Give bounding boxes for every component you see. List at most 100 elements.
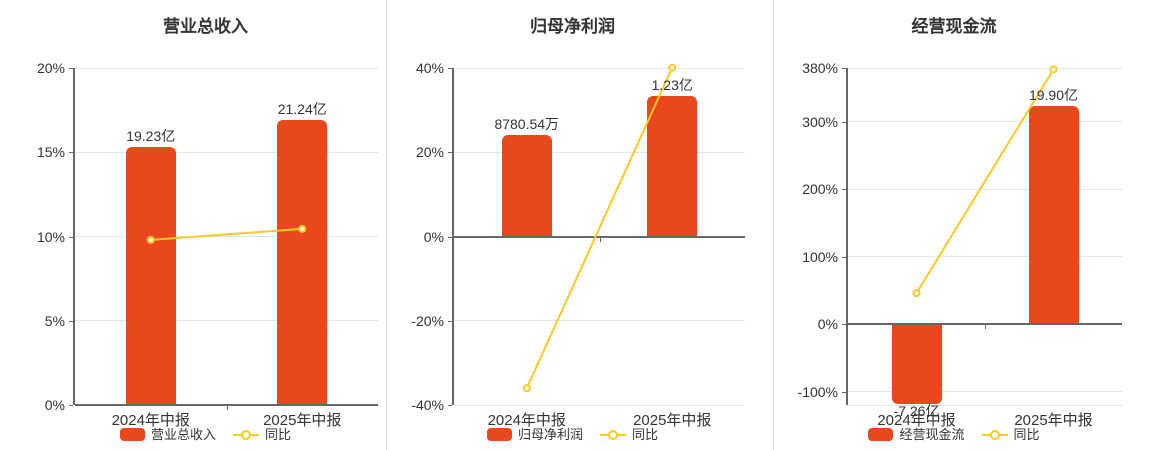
bar-2025年中报[interactable] [647, 95, 698, 237]
y-axis-tick-label: 15% [36, 144, 65, 161]
y-axis-tick-label: 5% [44, 312, 65, 329]
y-axis-tick [842, 68, 846, 69]
yoy-line [525, 67, 674, 389]
gridline [75, 320, 378, 322]
y-axis-tick-label: 100% [802, 248, 838, 265]
y-axis-line [452, 68, 454, 405]
chart-panel-revenue: 营业总收入 0% 5% 10% 15% 20% 19.23亿 21.24亿 2024年中报 20… [0, 0, 386, 450]
y-axis-tick-label: 200% [802, 181, 838, 198]
gridline [848, 404, 1122, 406]
x-axis-label: 2025年中报 [263, 412, 342, 429]
y-axis-tick [842, 391, 846, 393]
yoy-data-point[interactable] [912, 289, 921, 298]
legend-bar-label[interactable]: 营业总收入 [150, 427, 216, 442]
bar-2024年中报[interactable] [501, 134, 552, 237]
legend-line-label[interactable]: 同比 [265, 427, 292, 442]
x-axis-tick [226, 405, 228, 410]
yoy-data-point[interactable] [298, 224, 307, 233]
y-axis-tick [69, 320, 73, 322]
x-axis-tick [985, 324, 986, 330]
legend-line-marker-icon[interactable] [232, 429, 260, 441]
y-axis-tick [448, 405, 452, 406]
legend-bar-label[interactable]: 归母净利润 [517, 427, 583, 442]
plot-area: -100% 0% 100% 200% 300% 380% -7.26亿 19.90亿 2024年… [798, 60, 1122, 429]
x-axis-tick [599, 236, 601, 242]
bar-value-label: 1.23亿 [651, 76, 693, 93]
bar-value-label: 8780.54万 [494, 115, 560, 132]
x-axis-label: 2024年中报 [877, 412, 956, 429]
chart-title: 营业总收入 [163, 17, 248, 36]
y-axis-line [73, 68, 75, 405]
y-axis-tick [842, 256, 846, 258]
y-axis-line [846, 68, 848, 405]
gridline [75, 67, 378, 69]
gridline [75, 236, 378, 237]
legend-bar-swatch[interactable] [868, 428, 894, 441]
y-axis-tick [842, 189, 846, 191]
yoy-line-series [522, 63, 677, 393]
chart-panel-net-profit: 归母净利润 -40% -20% 0% 20% 40% 8780.54万 1.23亿 2024年… [386, 0, 773, 450]
y-axis-tick-label: 0% [817, 316, 838, 333]
gridline [848, 67, 1122, 69]
y-axis-tick-label: 20% [415, 144, 444, 161]
y-axis-tick-label: 380% [802, 60, 838, 76]
yoy-data-point[interactable] [668, 63, 677, 72]
x-axis-label: 2025年中报 [633, 412, 712, 429]
bar-value-label: 19.23亿 [126, 128, 176, 145]
yoy-line [915, 68, 1055, 294]
y-axis-tick-label: 10% [36, 228, 65, 245]
gridline [454, 404, 745, 406]
y-axis-tick-label: -20% [411, 312, 444, 329]
y-axis-tick [69, 405, 73, 406]
legend: 经营现金流 同比 [786, 427, 1122, 442]
y-axis-tick [69, 152, 73, 154]
chart-panel-cash-flow: 经营现金流 -100% 0% 100% 200% 300% 380% -7.26亿 19.90… [773, 0, 1160, 450]
yoy-data-point[interactable] [1049, 65, 1058, 74]
bar-value-label: 21.24亿 [277, 101, 327, 118]
plot-area: 0% 5% 10% 15% 20% 19.23亿 21.24亿 2024年中报 2025年中报 [37, 60, 378, 429]
bar-2025年中报[interactable] [277, 120, 328, 405]
gridline [75, 151, 378, 153]
y-axis-tick [448, 68, 452, 69]
y-axis-tick [842, 324, 846, 326]
y-axis-tick-label: 300% [802, 113, 838, 130]
chart-title: 归母净利润 [530, 17, 615, 36]
legend-bar-swatch[interactable] [486, 428, 512, 441]
bar-value-label: 19.90亿 [1028, 86, 1079, 103]
legend-bar-label[interactable]: 经营现金流 [899, 427, 965, 442]
gridline [848, 188, 1122, 190]
y-axis-tick [448, 152, 452, 154]
y-axis-tick [69, 236, 73, 238]
yoy-line [150, 227, 303, 241]
bar-2024年中报[interactable] [125, 147, 176, 405]
x-axis-label: 2025年中报 [1014, 412, 1093, 429]
legend-line-label[interactable]: 同比 [1013, 427, 1040, 442]
bar-2025年中报[interactable] [1028, 105, 1079, 325]
y-axis-tick-label: -100% [797, 383, 838, 400]
chart-title: 经营现金流 [911, 17, 997, 36]
x-axis-label: 2024年中报 [487, 412, 566, 429]
x-axis-label: 2024年中报 [111, 412, 190, 429]
gridline [848, 391, 1122, 393]
bar-2024年中报[interactable] [891, 324, 942, 404]
gridline [454, 151, 745, 153]
gridline [848, 256, 1122, 258]
yoy-line-series [912, 65, 1058, 298]
yoy-data-point[interactable] [522, 384, 531, 393]
legend-line-marker-icon[interactable] [599, 429, 627, 441]
y-axis-tick-label: -40% [411, 397, 444, 413]
y-axis-tick-label: 0% [423, 228, 444, 245]
bar-value-label: -7.26亿 [893, 402, 940, 419]
plot-area: -40% -20% 0% 20% 40% 8780.54万 1.23亿 2024年中报 2025… [411, 60, 745, 429]
y-axis-tick-label: 40% [415, 60, 444, 76]
legend-bar-swatch[interactable] [119, 428, 145, 441]
y-axis-tick [842, 121, 846, 123]
yoy-line-series [146, 224, 307, 244]
legend-line-marker-icon[interactable] [981, 429, 1009, 441]
y-axis-tick-label: 0% [44, 397, 65, 413]
y-axis-tick [448, 320, 452, 322]
yoy-data-point[interactable] [146, 235, 155, 244]
legend-line-label[interactable]: 同比 [632, 427, 659, 442]
legend: 归母净利润 同比 [400, 427, 745, 442]
